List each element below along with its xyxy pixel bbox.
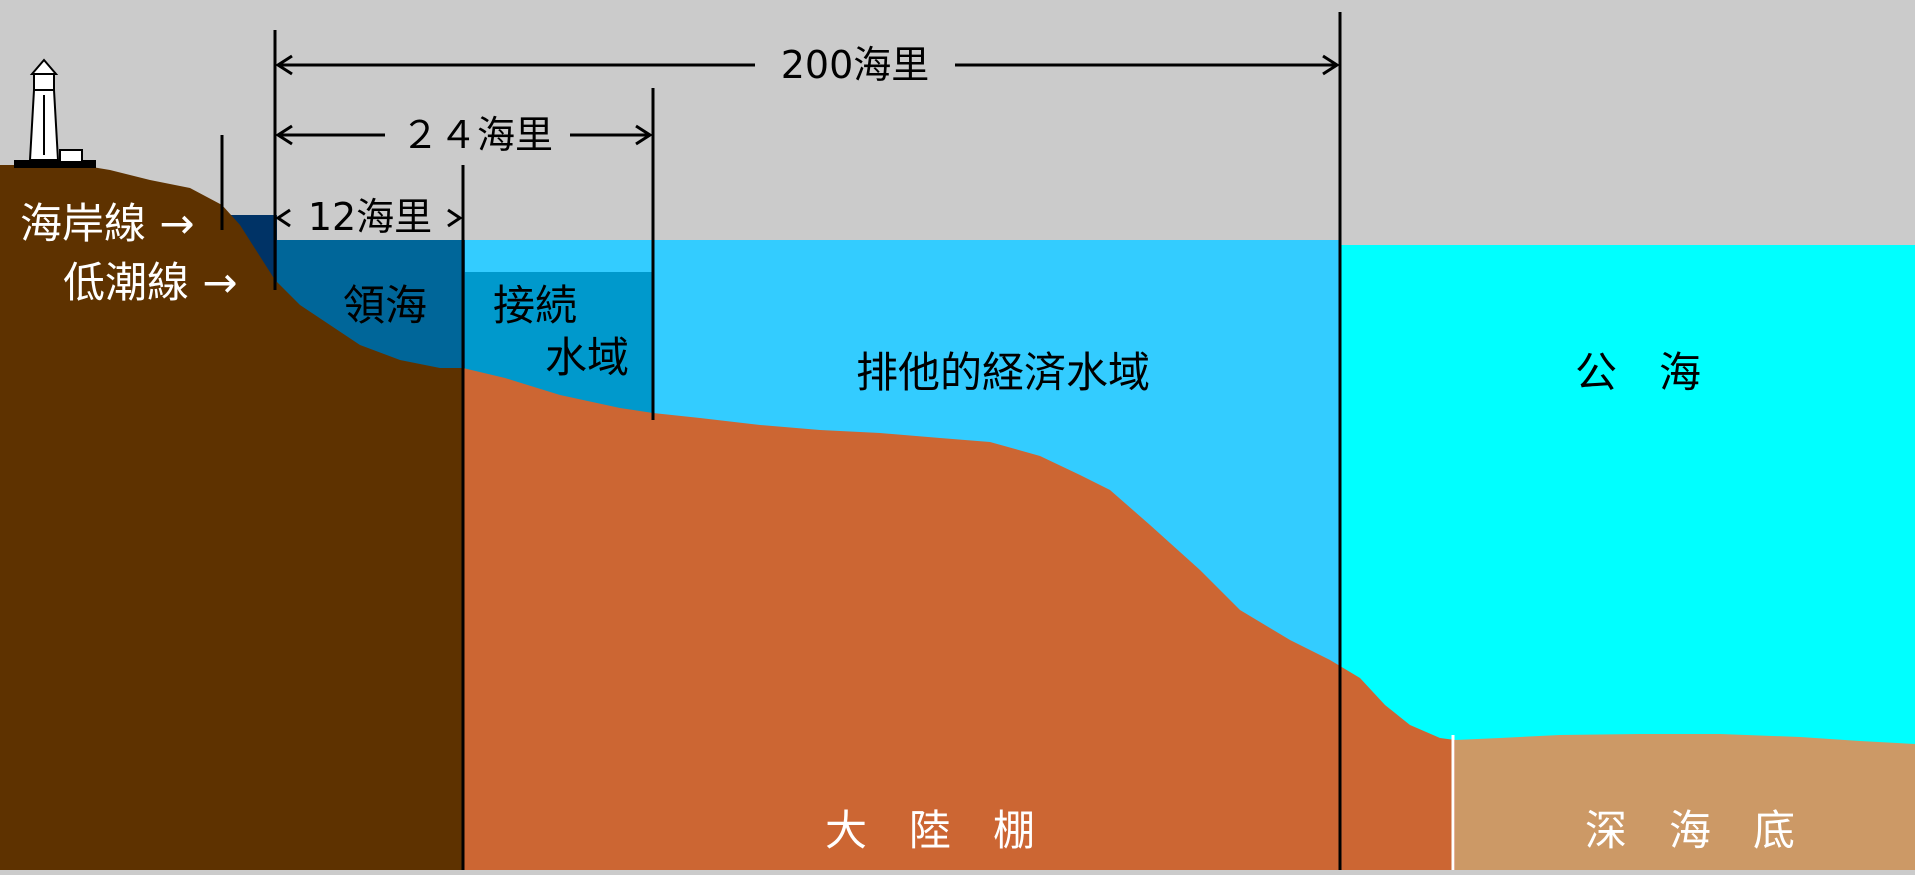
deep-seabed: [1455, 734, 1915, 870]
continental-shelf-label: 大 陸 棚: [825, 806, 1035, 855]
dimension-arrows: [275, 54, 1340, 228]
contiguous-zone-label-2: 水域: [545, 333, 629, 382]
high-seas-water: [1340, 245, 1915, 805]
low-water-line-label: 低潮線 →: [63, 258, 238, 307]
dimension-12nm: 12海里: [308, 195, 432, 239]
deep-seabed-label: 深 海 底: [1585, 806, 1795, 855]
coastline-label: 海岸線 →: [20, 199, 195, 248]
territorial-sea-label: 領海: [343, 281, 427, 330]
continental-shelf: [463, 368, 1455, 870]
eez-label: 排他的経済水域: [856, 348, 1150, 397]
lighthouse-icon: [14, 58, 96, 168]
dimension-24nm: ２４海里: [401, 113, 553, 157]
dimension-200nm: 200海里: [781, 43, 930, 87]
high-seas-label: 公 海: [1575, 348, 1701, 397]
coastal-land: [0, 165, 463, 870]
contiguous-zone-label-1: 接続: [493, 281, 577, 330]
boundary-lines: [220, 12, 1342, 870]
